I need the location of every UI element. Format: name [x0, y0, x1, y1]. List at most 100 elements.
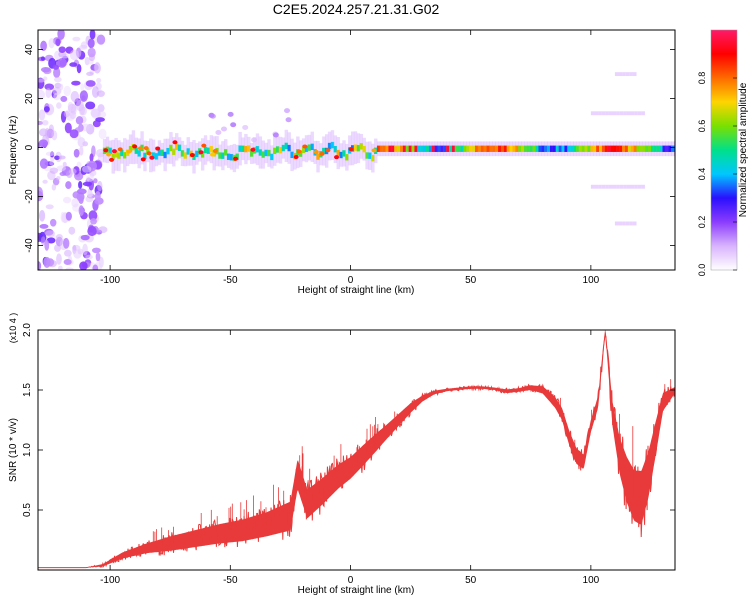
spectrogram-cell [172, 140, 178, 145]
colorbar: 0.0 0.2 0.4 0.6 0.8 Normalized spectral ampl… [697, 29, 749, 276]
spectrogram-cell [192, 153, 196, 160]
spectrogram-cell [653, 145, 658, 152]
spectrogram-cell [270, 153, 274, 161]
spectrogram-cell [590, 145, 594, 152]
spectrogram-cell [273, 147, 277, 155]
spectrogram-cell [356, 144, 361, 152]
snr-x-tick-label: 100 [583, 575, 600, 586]
spectrogram-cell [230, 122, 237, 128]
spectrogram-cell [641, 111, 645, 116]
spectrogram-cell [302, 144, 308, 149]
spectrogram-cell [65, 181, 72, 190]
spectrogram-cell [221, 152, 225, 159]
snr-x-ticks: -100 -50 0 50 100 [100, 330, 600, 586]
spectrogram-cell [601, 184, 606, 189]
spectrogram-cell [210, 152, 216, 157]
spectrogram-cells [38, 30, 675, 270]
spectrogram-cell [65, 267, 74, 270]
spectrogram-cell [45, 127, 50, 140]
spectrogram-cell [64, 249, 72, 257]
spectrogram-cell [149, 155, 155, 160]
spectrogram-cell [598, 184, 602, 189]
spectrogram-cell [594, 184, 599, 189]
spectrogram-cell [87, 38, 95, 49]
spectrogram-cell [391, 145, 395, 152]
spectrogram-cell [92, 120, 101, 128]
spectrogram-cell [388, 145, 392, 152]
spectrogram-cell [319, 151, 325, 156]
spectrogram-cell [561, 145, 565, 152]
spectrogram-cell [619, 145, 623, 152]
spectrogram-cell [95, 117, 105, 122]
spectrogram-cell [489, 145, 493, 152]
spectrogram-cell [149, 152, 153, 159]
spectrogram-cell [40, 40, 47, 52]
spectrogram-cell [608, 111, 613, 116]
spectrogram-cell [201, 143, 207, 148]
spectrogram-cell [93, 178, 98, 184]
spectrogram-cell [604, 145, 609, 152]
spectrogram-y-tick-label: 40 [24, 44, 35, 56]
spectrogram-cell [573, 145, 577, 152]
spectrogram-cell [123, 152, 127, 159]
spectrogram-cell [353, 144, 358, 151]
spectrogram-cell [163, 151, 167, 159]
spectrogram-cell [63, 110, 70, 118]
spectrogram-cell [622, 145, 626, 152]
spectrogram-cell [78, 205, 85, 216]
snr-y-label: SNR (10 * v/v) [8, 418, 19, 482]
spectrogram-cell [594, 111, 599, 116]
spectrogram-cell [428, 145, 433, 152]
spectrogram-cell [56, 176, 61, 181]
spectrogram-cell [59, 83, 64, 91]
spectrogram-cell [334, 155, 340, 160]
spectrogram-cell [457, 145, 462, 152]
spectrogram-cell [575, 145, 580, 152]
spectrogram-cell [45, 204, 54, 210]
spectrogram-cell [261, 151, 265, 158]
spectrogram-cell [368, 152, 372, 159]
spectrogram-cell [56, 102, 62, 109]
spectrogram-x-label: Height of straight line (km) [298, 285, 415, 296]
spectrogram-cell [637, 184, 642, 189]
snr-x-label: Height of straight line (km) [298, 585, 415, 596]
spectrogram-cell [616, 145, 620, 152]
spectrogram-cell [244, 145, 248, 153]
spectrogram-cell [614, 221, 619, 226]
spectrogram-cell [63, 196, 72, 204]
spectrogram-cell [362, 145, 366, 153]
spectrogram-cell [96, 90, 105, 97]
spectrogram-cell [648, 145, 652, 152]
spectrogram-cell [552, 145, 557, 152]
spectrogram-cell [77, 137, 86, 148]
spectrogram-cell [215, 129, 222, 135]
spectrogram-cell [40, 66, 51, 73]
spectrogram-cell [51, 130, 58, 141]
spectrogram-cell [45, 88, 52, 99]
spectrogram-cell [301, 146, 306, 154]
spectrogram-cell [198, 150, 204, 155]
spectrogram-cell [90, 218, 97, 225]
spectrogram-cell [82, 243, 88, 256]
spectrogram-cell [221, 126, 228, 132]
spectrogram-x-tick-label: 0 [348, 275, 354, 286]
spectrogram-cell [78, 181, 83, 189]
spectrogram-cell [255, 146, 260, 153]
spectrogram-cell [299, 150, 303, 157]
spectrogram-cell [498, 145, 502, 152]
spectrogram-cell [623, 111, 627, 116]
spectrogram-cell [327, 142, 332, 150]
spectrogram-cell [63, 259, 72, 266]
spectrogram-cell [382, 145, 387, 152]
spectrogram-cell [541, 145, 545, 152]
spectrogram-cell [578, 145, 583, 152]
spectrogram-cell [52, 64, 60, 70]
spectrogram-cell [111, 153, 115, 160]
spectrogram-cell [95, 252, 101, 262]
spectrogram-cell [443, 145, 447, 152]
spectrogram-cell [92, 264, 99, 270]
spectrogram-cell [75, 116, 84, 125]
spectrogram-cell [96, 34, 106, 45]
spectrogram-cell [183, 152, 188, 159]
spectrogram-cell [284, 142, 289, 150]
